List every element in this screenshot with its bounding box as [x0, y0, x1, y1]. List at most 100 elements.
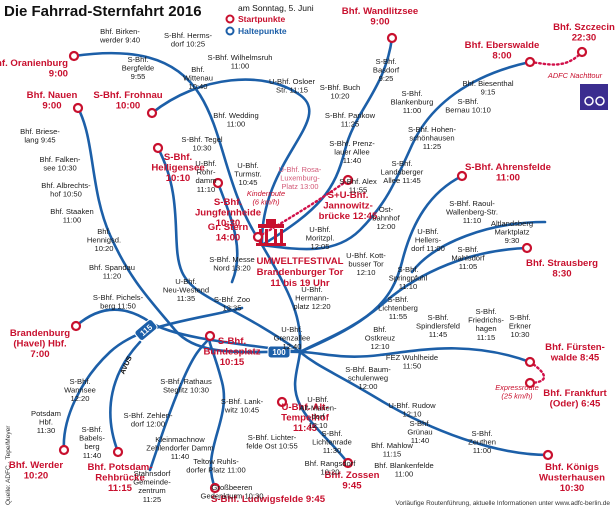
stop-line: S-Bhf. — [69, 377, 90, 386]
stop-line: S-Bhf. — [321, 429, 342, 438]
stop: S-Bhf. Blankenburg 11:00 — [391, 89, 434, 115]
route — [216, 181, 239, 284]
stop-line: dorf — [311, 412, 325, 421]
stop-line: 11:30 — [323, 446, 341, 455]
start-point-line: brücke 12:45 — [319, 211, 378, 222]
start-point-line: Bhf. Nauen — [27, 90, 78, 101]
stop-line: dorf 10:25 — [171, 40, 205, 49]
stop-line: 11:00 — [403, 106, 421, 115]
stop: Ost-bahnhof 12:00 — [372, 205, 400, 231]
stop-line: Wittenau — [183, 74, 213, 83]
stop-line: Hermann- — [295, 294, 329, 303]
stop-line: S-Bhf. Pichels- — [93, 293, 144, 302]
route — [76, 106, 302, 354]
stop-line: Bhf. Mahlow — [371, 441, 413, 450]
legend-start: Startpunkte — [238, 14, 286, 24]
stop-line: 11:45 — [429, 330, 447, 339]
start-point-line: (Oder) 6:45 — [550, 399, 601, 410]
start-point-line: 11:45 — [293, 423, 318, 434]
stop-line: 11:40 — [83, 451, 101, 460]
start-point-line: S+U-Bhf. — [328, 190, 369, 201]
gate-pillar — [280, 229, 283, 243]
stop-line: S-Bhf. — [375, 57, 396, 66]
stop-line: Erkner — [509, 322, 532, 331]
stop: U-Bhf. Moritzpl. 12:05 — [306, 225, 335, 251]
stop-line: Ost- — [379, 205, 394, 214]
stop-line: U-Bhf. — [307, 395, 329, 404]
stop: Bhf. Staaken 11:00 — [50, 207, 93, 225]
route — [156, 146, 302, 354]
stop: S-Bhf. Raoul-Wallenberg-Str. 11:10 — [446, 199, 498, 225]
stop-line: S-Bhf. — [409, 419, 430, 428]
start-point-line: walde 8:45 — [550, 353, 600, 364]
stop-line: S-Bhf. — [427, 313, 448, 322]
start-marker — [252, 231, 264, 243]
stop-line: U-Bhf. — [237, 161, 259, 170]
start-marker — [112, 446, 124, 458]
stop-line: S-Bhf. — [475, 307, 496, 316]
stop-line: 12:10 — [370, 342, 389, 351]
stop: U-Bhf. Hellers-dorf 11:00 — [411, 227, 445, 253]
start-point-line: Bhf. Eberswalde — [465, 40, 540, 51]
stop-line: dorfer Platz 11:00 — [186, 466, 245, 475]
stop-line: U-Bhf. Rudow — [388, 401, 436, 410]
stop: Bhf. Wedding 11:00 — [213, 111, 258, 129]
stop-line: S-Bhf. — [397, 265, 418, 274]
stop-line: FEZ Wuhlheide — [386, 353, 438, 362]
start-point-line: 10:00 — [116, 101, 141, 112]
stop-line: 13:35 — [222, 304, 241, 313]
stop-line: 11:10 — [463, 216, 481, 225]
stop: S-Bhf. Erkner 10:30 — [509, 313, 532, 339]
start-marker — [70, 320, 82, 332]
stop-line: S-Bhf. — [391, 159, 412, 168]
stop-line: 11:00 — [473, 446, 491, 455]
stop-line: Basdorf — [373, 66, 400, 75]
stop: S-Bhf. Prenz-lauer Allee 11:40 — [329, 139, 375, 165]
start-marker — [204, 330, 216, 342]
stop-line: 12:10 — [402, 410, 421, 419]
route — [293, 350, 350, 465]
start-point: Bhf. Werder 10:20 — [9, 460, 63, 482]
note-line: (6 km/h) — [252, 197, 280, 206]
stop-line: hagen — [475, 324, 496, 333]
stop-line: Grenzallee — [274, 334, 311, 343]
stop-line: Nord 13:20 — [213, 264, 251, 273]
stop: U-Bhf. Grenzallee 12:40 — [274, 325, 311, 351]
stop-line: S-Bhf. Lichter- — [248, 433, 297, 442]
stop-line: U-Bhf. — [309, 225, 331, 234]
gate-pillar — [265, 229, 268, 243]
note: ADFC Nachttour — [547, 71, 603, 80]
date: am Sonntag, 5. Juni — [238, 3, 314, 13]
stop-line: S-Bhf. Zehlen- — [124, 411, 173, 420]
route — [260, 36, 394, 247]
start-point-line: Bhf. Frankfurt — [543, 388, 607, 399]
stop: S-Bhf. Lichtenrade 11:30 — [312, 429, 352, 455]
stop-line: 10:40 — [188, 82, 207, 91]
stop-line: S-Bhf. Prenz- — [329, 139, 375, 148]
stop-line: U-Bhf. — [195, 159, 217, 168]
note-line: (25 km/h) — [501, 391, 533, 400]
stop-line: lauer Allee — [334, 148, 369, 157]
start-point-line: 10:30 — [216, 218, 241, 229]
adfc-logo — [580, 84, 608, 110]
stop-line: S-Bhf. Hohen- — [408, 125, 457, 134]
start-point-line: S-Bhf. Ahrensfelde — [465, 162, 551, 173]
stop: S-Bhf. Lichter-felde Ost 10:55 — [246, 433, 298, 451]
start-marker — [542, 449, 554, 461]
stop-line: S-Bhf. — [401, 89, 422, 98]
start-point-line: S-Bhf. Frohnau — [93, 90, 162, 101]
stop: Potsdam Hbf. 11:30 — [31, 409, 61, 435]
stop-line: Zeuthen — [468, 438, 496, 447]
stop-line: berg — [84, 442, 99, 451]
stop: U-Bhf. Rohr-damm 11:10 — [195, 159, 217, 194]
festival-line: Brandenburger Tor — [257, 267, 344, 278]
stop-line: S-Bhf. Zoo — [214, 295, 250, 304]
route — [148, 336, 212, 472]
stop: S-Bhf. Grünau 11:40 — [407, 419, 432, 445]
stop-line: S-Bhf. Herms- — [164, 31, 213, 40]
stop-line: Grünau — [407, 428, 432, 437]
stop: S-Bhf. Lank-witz 10:45 — [221, 397, 264, 415]
stop-line: S-Bhf. Baum- — [345, 365, 391, 374]
stop: U-Bhf. Hermann-platz 12:20 — [293, 285, 330, 311]
start-point-line: 22:30 — [572, 33, 597, 44]
